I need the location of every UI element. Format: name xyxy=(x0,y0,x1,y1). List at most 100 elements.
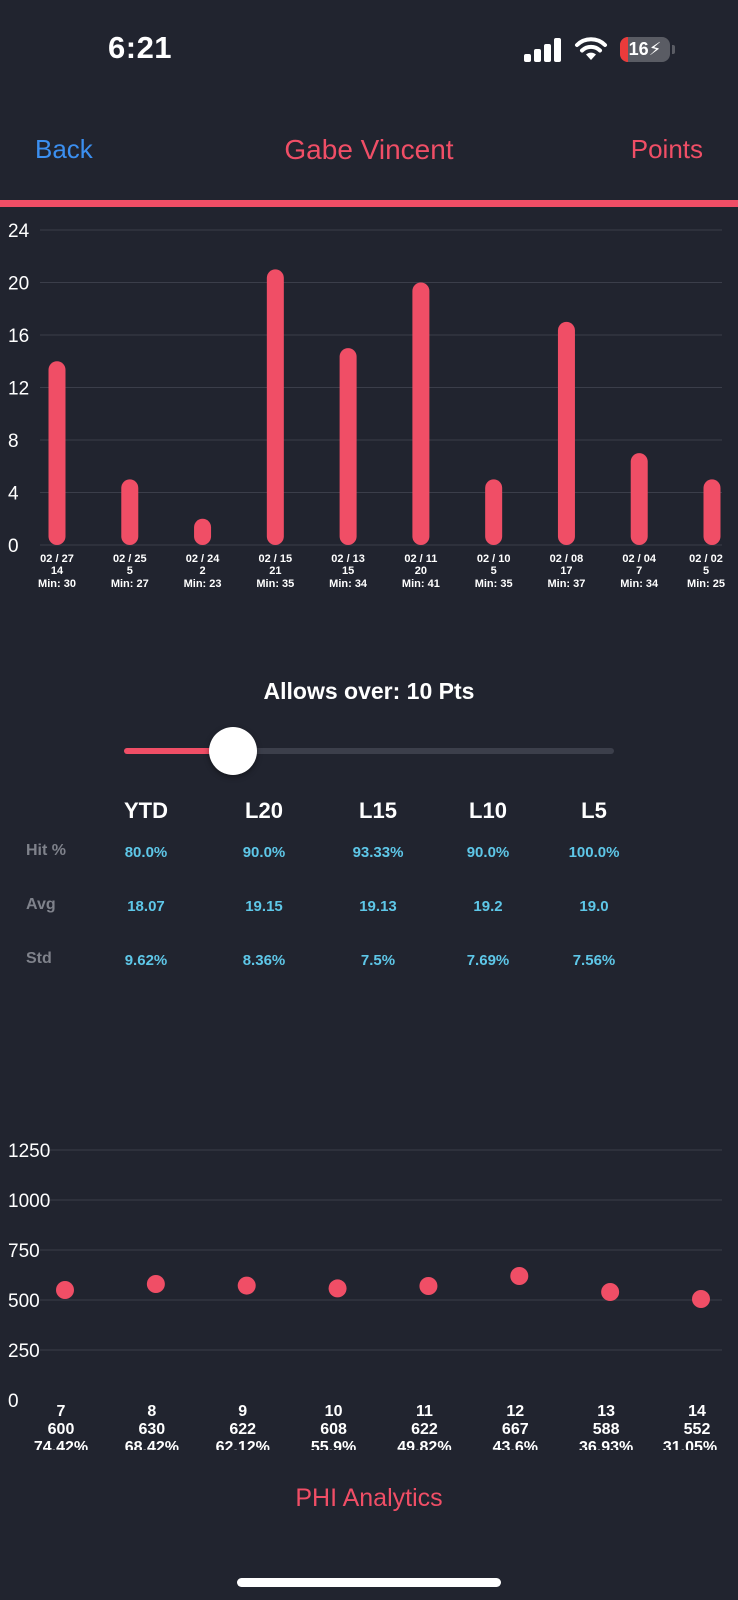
bar-chart-minutes-label: Min: 34 xyxy=(329,578,368,590)
bar-chart-minutes-label: Min: 25 xyxy=(687,578,725,590)
page-title: Gabe Vincent xyxy=(284,134,454,165)
slider-track-fill xyxy=(124,748,233,754)
cellular-signal-icon xyxy=(524,38,564,62)
threshold-label: Allows over: 10 Pts xyxy=(263,678,475,704)
bar-chart-y-tick: 16 xyxy=(8,326,29,347)
scatter-chart-x-label: 12 xyxy=(506,1403,524,1420)
scatter-chart-y-tick: 250 xyxy=(8,1341,40,1362)
bar-chart-y-tick: 0 xyxy=(8,536,19,557)
scatter-chart-total-label: 667 xyxy=(502,1421,529,1438)
bar-chart-date-label: 02 / 08 xyxy=(550,553,584,565)
stat-type-button[interactable]: Points xyxy=(630,134,703,164)
scatter-chart-total-label: 608 xyxy=(320,1421,347,1438)
bar-chart-y-tick: 20 xyxy=(8,274,29,295)
row-label-std: Std xyxy=(26,950,52,967)
bar-chart-value-label: 15 xyxy=(342,565,354,577)
scatter-chart-percent-label: 31.05% xyxy=(663,1439,717,1450)
scatter-chart-point[interactable] xyxy=(692,1290,710,1308)
scatter-chart-y-tick: 0 xyxy=(8,1391,19,1412)
bar-chart-bar[interactable] xyxy=(194,518,212,545)
bar-chart-value-label: 5 xyxy=(491,565,497,577)
bar-chart-bar[interactable] xyxy=(485,479,503,545)
scatter-chart-point[interactable] xyxy=(146,1275,165,1293)
scatter-chart-percent-label: 55.9% xyxy=(311,1439,356,1450)
scatter-chart-y-tick: 500 xyxy=(8,1291,40,1312)
header-divider xyxy=(0,200,738,207)
hit-pct-ytd: 80.0% xyxy=(124,844,168,861)
scatter-chart-point[interactable] xyxy=(237,1276,256,1295)
scatter-chart-percent-label: 74.42% xyxy=(34,1439,88,1450)
bar-chart-date-label: 02 / 04 xyxy=(622,553,657,565)
scatter-chart-point[interactable] xyxy=(419,1277,438,1295)
avg-l15: 19.13 xyxy=(359,898,397,915)
hit-pct-l5: 100.0% xyxy=(568,844,620,861)
bar-chart-value-label: 14 xyxy=(51,565,64,577)
bar-chart-bar[interactable] xyxy=(630,453,648,545)
column-header-l20: L20 xyxy=(245,798,283,823)
bar-chart-value-label: 5 xyxy=(703,565,709,577)
bar-chart-bar[interactable] xyxy=(266,269,284,545)
status-time: 6:21 xyxy=(108,30,173,65)
column-header-ytd: YTD xyxy=(124,798,168,823)
bar-chart-value-label: 7 xyxy=(636,565,642,577)
charging-bolt-icon: ⚡ xyxy=(648,39,662,59)
footer-brand: PHI Analytics xyxy=(295,1484,443,1512)
bar-chart-minutes-label: Min: 27 xyxy=(111,578,149,590)
hit-pct-l15: 93.33% xyxy=(352,844,404,861)
avg-l5: 19.0 xyxy=(579,898,609,915)
bar-chart-bar[interactable] xyxy=(412,282,430,546)
scatter-chart-total-label: 622 xyxy=(411,1421,438,1438)
bar-chart-bar[interactable] xyxy=(48,361,66,545)
scatter-chart-total-label: 630 xyxy=(139,1421,166,1438)
bar-chart-minutes-label: Min: 34 xyxy=(620,578,659,590)
scatter-chart-y-tick: 1000 xyxy=(8,1191,50,1212)
scatter-chart-total-label: 622 xyxy=(229,1421,256,1438)
slider-track[interactable] xyxy=(124,748,614,754)
bar-chart-value-label: 5 xyxy=(127,565,133,577)
bar-chart-y-tick: 8 xyxy=(8,431,19,452)
navigation-bar: Gabe Vincent Back Points xyxy=(0,120,738,200)
bar-chart-minutes-label: Min: 37 xyxy=(547,578,585,590)
std-l5: 7.56% xyxy=(572,952,616,969)
bar-chart-y-tick: 12 xyxy=(8,379,29,400)
bar-chart-value-label: 17 xyxy=(560,565,572,577)
column-header-l5: L5 xyxy=(581,798,607,823)
column-header-l15: L15 xyxy=(359,798,397,823)
scatter-chart-point[interactable] xyxy=(510,1267,529,1285)
slider-thumb[interactable] xyxy=(208,727,257,775)
scatter-chart-total-label: 552 xyxy=(684,1421,711,1438)
bar-chart-bar[interactable] xyxy=(703,479,721,545)
scatter-chart-total-label: 600 xyxy=(48,1421,75,1438)
totals-scatter-chart: 025050075010001250760074.42%863068.42%96… xyxy=(8,1141,722,1450)
bar-chart-minutes-label: Min: 23 xyxy=(184,578,222,590)
std-l20: 8.36% xyxy=(242,952,286,969)
scatter-chart-x-label: 10 xyxy=(325,1403,343,1420)
bar-chart-bar[interactable] xyxy=(557,321,575,545)
scatter-chart-point[interactable] xyxy=(328,1279,347,1298)
threshold-slider[interactable] xyxy=(124,727,614,775)
bar-chart-bar[interactable] xyxy=(339,348,357,545)
bar-chart-y-tick: 24 xyxy=(8,221,30,242)
bar-chart-value-label: 21 xyxy=(269,565,281,577)
bar-chart-minutes-label: Min: 41 xyxy=(402,578,440,590)
back-button[interactable]: Back xyxy=(35,134,93,164)
scatter-chart-point[interactable] xyxy=(601,1283,620,1301)
scatter-chart-x-label: 8 xyxy=(147,1403,156,1420)
bar-chart-date-label: 02 / 27 xyxy=(40,553,74,565)
bar-chart-date-label: 02 / 15 xyxy=(259,553,293,565)
home-indicator[interactable] xyxy=(237,1578,501,1587)
bar-chart-bar[interactable] xyxy=(121,479,139,545)
bar-chart-date-label: 02 / 25 xyxy=(113,553,147,565)
scatter-chart-percent-label: 49.82% xyxy=(397,1439,451,1450)
bar-chart-value-label: 2 xyxy=(199,565,205,577)
avg-l20: 19.15 xyxy=(245,898,283,915)
hit-pct-l20: 90.0% xyxy=(242,844,286,861)
scatter-chart-point[interactable] xyxy=(56,1281,74,1299)
row-label-avg: Avg xyxy=(26,896,56,913)
scatter-chart-x-label: 14 xyxy=(688,1403,706,1420)
scatter-chart-y-tick: 750 xyxy=(8,1241,40,1262)
scatter-chart-percent-label: 68.42% xyxy=(125,1439,179,1450)
std-ytd: 9.62% xyxy=(124,952,168,969)
bar-chart-date-label: 02 / 02 xyxy=(689,553,723,565)
